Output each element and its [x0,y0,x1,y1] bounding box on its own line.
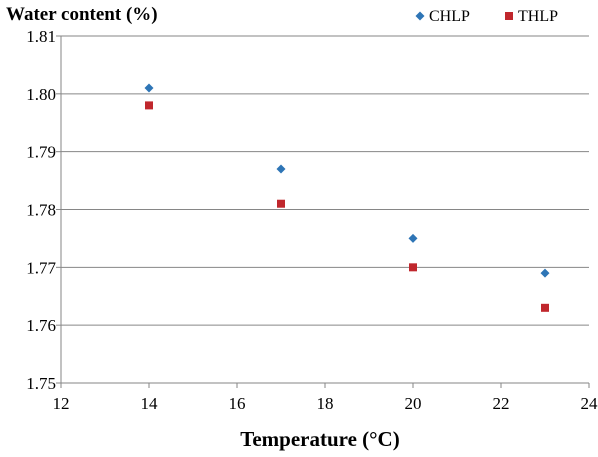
data-points [144,83,550,312]
legend-marker-thlp [505,12,513,20]
x-tick-label: 18 [317,394,334,413]
point-thlp [145,101,153,110]
point-chlp [540,268,550,278]
x-tick-label: 16 [229,394,246,413]
point-chlp [408,233,418,243]
x-tick-label: 20 [405,394,422,413]
point-thlp [541,303,549,312]
axes [56,35,590,388]
y-tick-label: 1.81 [26,27,56,46]
x-tick-label: 14 [141,394,159,413]
y-tick-labels: 1.75 1.76 1.77 1.78 1.79 1.80 1.81 [26,27,56,393]
point-chlp [144,83,154,93]
point-chlp [276,164,286,174]
x-tick-labels: 12 14 16 18 20 22 24 [53,394,598,413]
legend-label-chlp: CHLP [429,8,470,25]
x-tick-label: 22 [493,394,510,413]
legend-marker-chlp [415,11,425,21]
x-tick-label: 24 [581,394,598,413]
y-tick-label: 1.77 [26,258,56,277]
y-tick-label: 1.76 [26,316,56,335]
y-tick-label: 1.80 [26,85,56,104]
x-axis-title: Temperature (°C) [240,427,399,451]
x-tick-label: 12 [53,394,70,413]
y-tick-label: 1.79 [26,143,56,162]
legend-label-thlp: THLP [518,8,558,25]
gridlines [61,35,589,384]
y-axis-title: Water content (%) [6,4,158,25]
legend: CHLP THLP [415,8,558,25]
y-tick-label: 1.75 [26,374,56,393]
point-thlp [277,199,285,208]
point-thlp [409,263,417,272]
y-tick-label: 1.78 [26,201,56,220]
